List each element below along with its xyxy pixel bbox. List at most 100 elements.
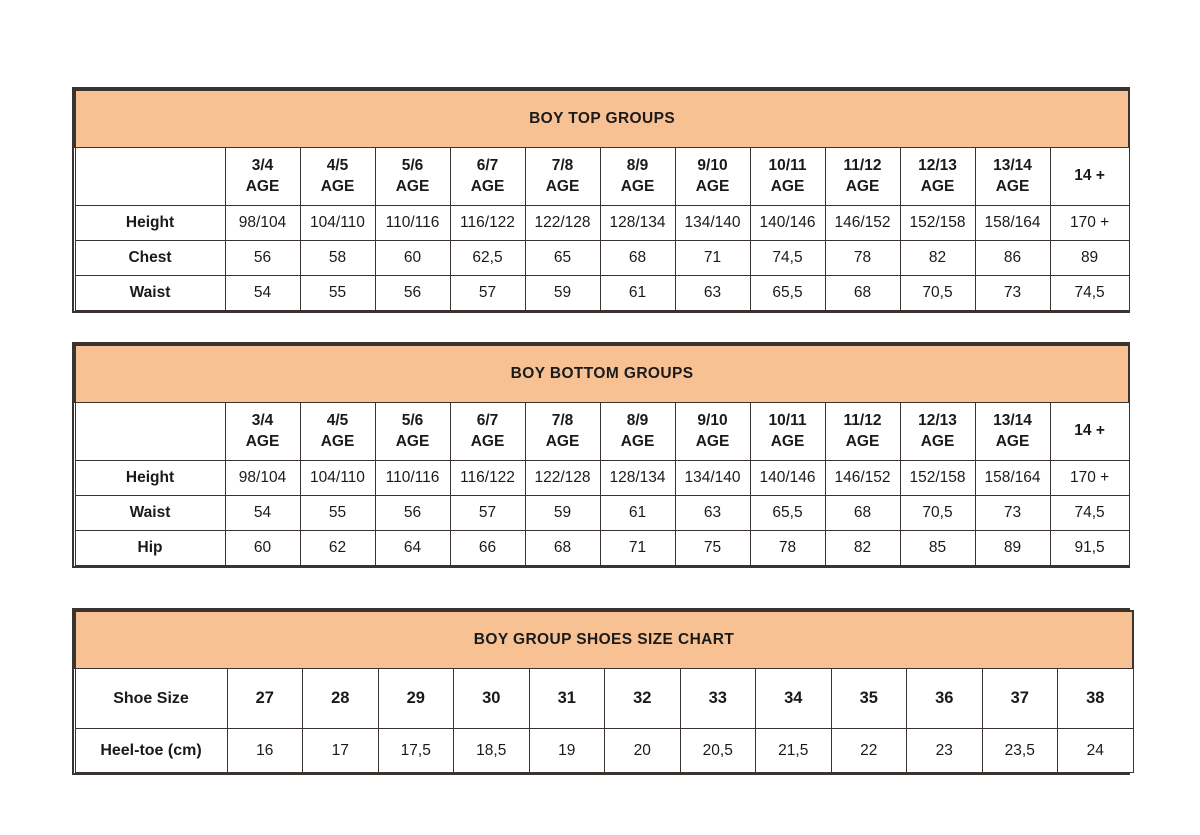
age-range: 9/10 (697, 157, 728, 175)
data-cell: 146/152 (824, 460, 901, 496)
data-cell: 104/110 (299, 205, 376, 241)
table-title-row: BOY GROUP SHOES SIZE CHART (73, 610, 1135, 669)
age-word: AGE (245, 177, 280, 195)
data-cell: 68 (824, 275, 901, 311)
table-row: Height 98/104 104/110 110/116 116/122 12… (74, 205, 1130, 241)
table-row: Waist 54 55 56 57 59 61 63 65,5 68 70,5 … (74, 495, 1130, 531)
age-word: AGE (545, 177, 580, 195)
data-cell: 122/128 (524, 205, 601, 241)
age-range: 3/4 (251, 157, 274, 175)
data-cell: 16 (226, 728, 303, 773)
data-cell: 86 (974, 240, 1051, 276)
data-cell: 23 (906, 728, 983, 773)
data-cell: 22 (830, 728, 907, 773)
column-header-cell: 3/4 AGE (224, 147, 301, 206)
column-header-cell: 12/13 AGE (899, 402, 976, 461)
column-header-cell: 7/8 AGE (524, 147, 601, 206)
data-cell: 20 (604, 728, 681, 773)
column-header-cell: 9/10 AGE (674, 147, 751, 206)
data-cell: 56 (374, 495, 451, 531)
data-cell: 134/140 (674, 205, 751, 241)
data-cell: 78 (749, 530, 826, 566)
data-cell: 68 (524, 530, 601, 566)
shoe-size-row: Shoe Size 27 28 29 30 31 32 33 34 35 36 … (74, 668, 1134, 729)
data-cell: 122/128 (524, 460, 601, 496)
data-cell: 75 (674, 530, 751, 566)
data-cell: 60 (224, 530, 301, 566)
data-cell: 56 (374, 275, 451, 311)
column-header-row: 3/4 AGE 4/5 AGE 5/6 AGE 6/7 AGE (74, 147, 1130, 206)
age-word: AGE (395, 432, 430, 450)
row-label: Shoe Size (74, 668, 228, 729)
boy-shoes-size-chart-block: BOY GROUP SHOES SIZE CHART Shoe Size 27 … (72, 608, 1135, 775)
age-word: AGE (470, 177, 505, 195)
corner-cell (74, 402, 226, 461)
data-cell: 146/152 (824, 205, 901, 241)
age-range: 14 + (1074, 167, 1105, 185)
data-cell: 21,5 (755, 728, 832, 773)
age-range: 4/5 (326, 412, 349, 430)
boy-shoes-size-chart-title: BOY GROUP SHOES SIZE CHART (73, 610, 1135, 669)
age-word: AGE (995, 432, 1030, 450)
age-range: 8/9 (626, 157, 649, 175)
data-cell: 128/134 (599, 460, 676, 496)
shoe-size-cell: 33 (679, 668, 756, 729)
age-range: 7/8 (551, 157, 574, 175)
data-cell: 74,5 (1049, 495, 1130, 531)
table-row: Waist 54 55 56 57 59 61 63 65,5 68 70,5 … (74, 275, 1130, 311)
column-header-cell: 5/6 AGE (374, 402, 451, 461)
data-cell: 19 (528, 728, 605, 773)
data-cell: 74,5 (1049, 275, 1130, 311)
age-word: AGE (920, 432, 955, 450)
age-range: 12/13 (918, 412, 957, 430)
boy-top-groups-table: BOY TOP GROUPS 3/4 AGE 4/5 AGE 5/6 AGE (73, 89, 1131, 311)
boy-top-groups-table-block: BOY TOP GROUPS 3/4 AGE 4/5 AGE 5/6 AGE (72, 87, 1131, 313)
age-range: 4/5 (326, 157, 349, 175)
age-range: 6/7 (476, 412, 499, 430)
data-cell: 56 (224, 240, 301, 276)
data-cell: 116/122 (449, 205, 526, 241)
age-range: 13/14 (993, 157, 1032, 175)
data-cell: 62,5 (449, 240, 526, 276)
data-cell: 82 (824, 530, 901, 566)
age-word: AGE (995, 177, 1030, 195)
row-label: Heel-toe (cm) (74, 728, 228, 773)
shoe-size-cell: 36 (906, 668, 983, 729)
data-cell: 23,5 (981, 728, 1058, 773)
column-header-cell: 8/9 AGE (599, 402, 676, 461)
column-header-cell: 14 + (1049, 402, 1130, 461)
column-header-cell: 3/4 AGE (224, 402, 301, 461)
data-cell: 170 + (1049, 205, 1130, 241)
data-cell: 74,5 (749, 240, 826, 276)
column-header-cell: 10/11 AGE (749, 147, 826, 206)
row-label: Hip (74, 530, 226, 566)
data-cell: 89 (1049, 240, 1130, 276)
data-cell: 65,5 (749, 275, 826, 311)
column-header-cell: 12/13 AGE (899, 147, 976, 206)
data-cell: 152/158 (899, 205, 976, 241)
data-cell: 17 (302, 728, 379, 773)
age-range: 9/10 (697, 412, 728, 430)
age-range: 3/4 (251, 412, 274, 430)
table-title-row: BOY BOTTOM GROUPS (73, 344, 1131, 403)
data-cell: 24 (1057, 728, 1134, 773)
column-header-cell: 11/12 AGE (824, 147, 901, 206)
data-cell: 128/134 (599, 205, 676, 241)
age-word: AGE (620, 432, 655, 450)
age-range: 6/7 (476, 157, 499, 175)
column-header-row: 3/4 AGE 4/5 AGE 5/6 AGE 6/7 AGE (74, 402, 1130, 461)
boy-bottom-groups-table-block: BOY BOTTOM GROUPS 3/4 AGE 4/5 AGE 5/6 AG… (72, 342, 1131, 568)
data-cell: 140/146 (749, 205, 826, 241)
data-cell: 18,5 (453, 728, 530, 773)
data-cell: 17,5 (377, 728, 454, 773)
column-header-cell: 4/5 AGE (299, 147, 376, 206)
age-range: 8/9 (626, 412, 649, 430)
boy-top-groups-title: BOY TOP GROUPS (73, 89, 1131, 148)
data-cell: 73 (974, 275, 1051, 311)
data-cell: 71 (599, 530, 676, 566)
data-cell: 57 (449, 275, 526, 311)
age-word: AGE (845, 432, 880, 450)
data-cell: 65,5 (749, 495, 826, 531)
table-row: Hip 60 62 64 66 68 71 75 78 82 85 89 91,… (74, 530, 1130, 566)
